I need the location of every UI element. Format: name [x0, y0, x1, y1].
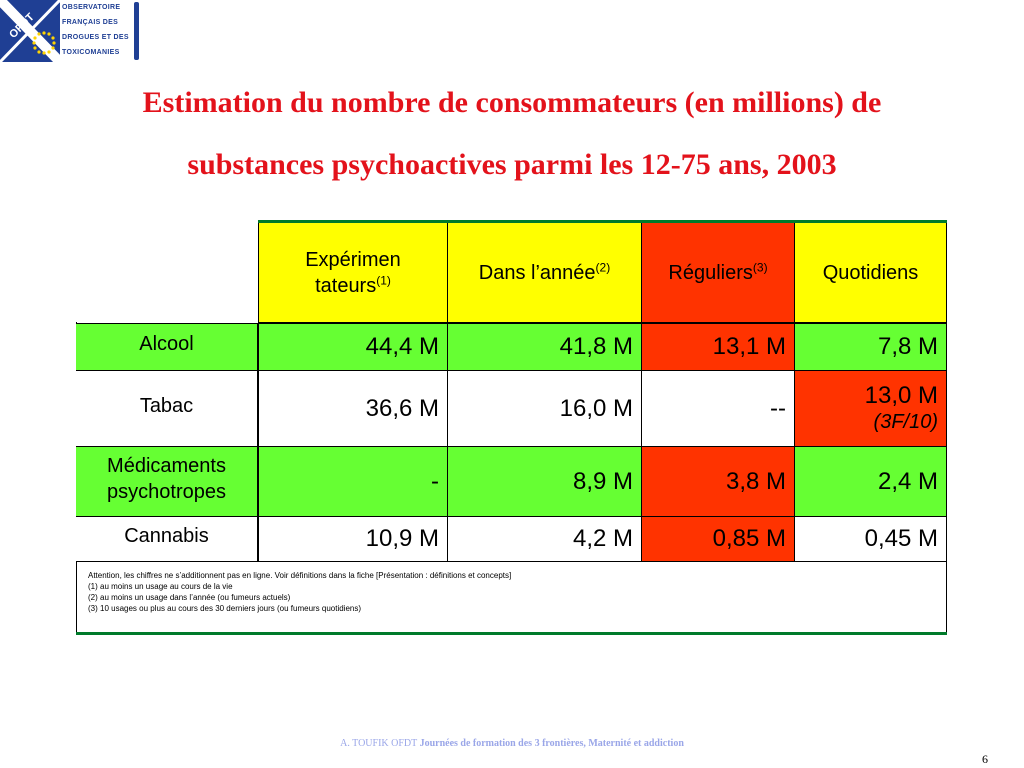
table-top-border	[258, 220, 947, 223]
header-dans-lannee: Dans l’année(2)	[448, 223, 642, 323]
title-line-1: Estimation du nombre de consommateurs (e…	[142, 86, 882, 119]
footnote: (1) au moins un usage au cours de la vie	[88, 582, 233, 591]
page-number: 6	[982, 752, 988, 766]
cell-value: 7,8 M	[877, 333, 938, 360]
logo-line: FRANÇAIS DES	[62, 19, 119, 26]
logo-emblem-icon: OFDT	[0, 0, 60, 62]
consumption-table: Expérimen tateurs(1) Dans l’année(2) Rég…	[76, 220, 947, 635]
footnote-ref: (1)	[376, 272, 391, 287]
footnote-ref: (2)	[595, 259, 611, 274]
table-cell: 44,4 M	[258, 323, 448, 371]
eu-stars-icon	[0, 0, 60, 62]
row-label-alcool: Alcool	[76, 323, 258, 371]
footer-event: Journées de formation des 3 frontières, …	[419, 738, 684, 749]
cell-note: (3F/10)	[873, 410, 938, 433]
row-label-medicaments: Médicaments psychotropes	[76, 447, 258, 517]
cell-value: 0,45 M	[864, 525, 938, 552]
table-cell: 13,0 M (3F/10)	[795, 371, 947, 447]
header-quotidiens: Quotidiens	[795, 223, 947, 323]
cell-value: --	[770, 394, 786, 422]
title-line-2: substances psychoactives parmi les 12-75…	[187, 148, 837, 181]
table-cell: 10,9 M	[258, 517, 448, 562]
table-cell: --	[642, 371, 795, 447]
footer-author: A. TOUFIK OFDT	[340, 738, 418, 749]
logo-bar	[134, 2, 139, 60]
table-bottom-border	[76, 632, 947, 635]
table-cell: 36,6 M	[258, 371, 448, 447]
logo-line: DROGUES ET DES	[62, 34, 129, 41]
row-label: psychotropes	[107, 480, 226, 503]
row-label: Cannabis	[124, 525, 209, 547]
table-footnotes: Attention, les chiffres ne s’additionnen…	[76, 562, 947, 632]
table-cell: 2,4 M	[795, 447, 947, 517]
ofdt-logo: OFDT OBSERVATOIRE FRANÇAIS DES DROGUES E…	[0, 0, 142, 62]
cell-value: 2,4 M	[877, 467, 938, 495]
cell-value: 41,8 M	[559, 333, 633, 360]
table-cell: 0,85 M	[642, 517, 795, 562]
table-cell: 16,0 M	[448, 371, 642, 447]
cell-value: 8,9 M	[572, 467, 633, 495]
table-cell: 7,8 M	[795, 323, 947, 371]
cell-value: 10,9 M	[365, 525, 439, 552]
logo-line: TOXICOMANIES	[62, 49, 120, 56]
row-label-cannabis: Cannabis	[76, 517, 258, 562]
cell-value: 13,1 M	[712, 333, 786, 360]
header-label: Expérimen	[305, 248, 401, 271]
header-label: Dans l’année	[478, 261, 596, 284]
row-label: Alcool	[139, 333, 194, 355]
header-reguliers: Réguliers(3)	[642, 223, 795, 323]
footnote-ref: (3)	[752, 259, 768, 274]
cell-value: 44,4 M	[365, 333, 439, 360]
header-experimentateurs: Expérimen tateurs(1)	[258, 223, 448, 323]
slide-footer: A. TOUFIK OFDT Journées de formation des…	[0, 738, 1024, 749]
cell-value: 36,6 M	[365, 394, 439, 422]
header-label: Réguliers	[668, 261, 753, 284]
row-label-tabac: Tabac	[76, 371, 258, 447]
row-label: Tabac	[139, 394, 194, 417]
footnote: Attention, les chiffres ne s’additionnen…	[88, 571, 512, 580]
table-cell: 3,8 M	[642, 447, 795, 517]
cell-value: 13,0 M	[864, 381, 938, 409]
footnote: (3) 10 usages ou plus au cours des 30 de…	[88, 604, 362, 613]
row-label: Médicaments	[107, 454, 226, 477]
header-label: Quotidiens	[822, 261, 919, 284]
cell-value: 3,8 M	[725, 467, 786, 495]
table-cell: 4,2 M	[448, 517, 642, 562]
table-cell: 0,45 M	[795, 517, 947, 562]
cell-value: 0,85 M	[712, 525, 786, 552]
logo-line: OBSERVATOIRE	[62, 4, 121, 11]
logo-text: OBSERVATOIRE FRANÇAIS DES DROGUES ET DES…	[62, 0, 134, 60]
table-cell: 41,8 M	[448, 323, 642, 371]
table-cell: 13,1 M	[642, 323, 795, 371]
table-cell: 8,9 M	[448, 447, 642, 517]
slide-title: Estimation du nombre de consommateurs (e…	[60, 72, 964, 196]
header-label: tateurs	[315, 274, 377, 297]
cell-value: 16,0 M	[559, 394, 633, 422]
cell-value: -	[431, 467, 439, 495]
table-cell: -	[258, 447, 448, 517]
footnote: (2) au moins un usage dans l’année (ou f…	[88, 593, 291, 602]
cell-value: 4,2 M	[572, 525, 633, 552]
